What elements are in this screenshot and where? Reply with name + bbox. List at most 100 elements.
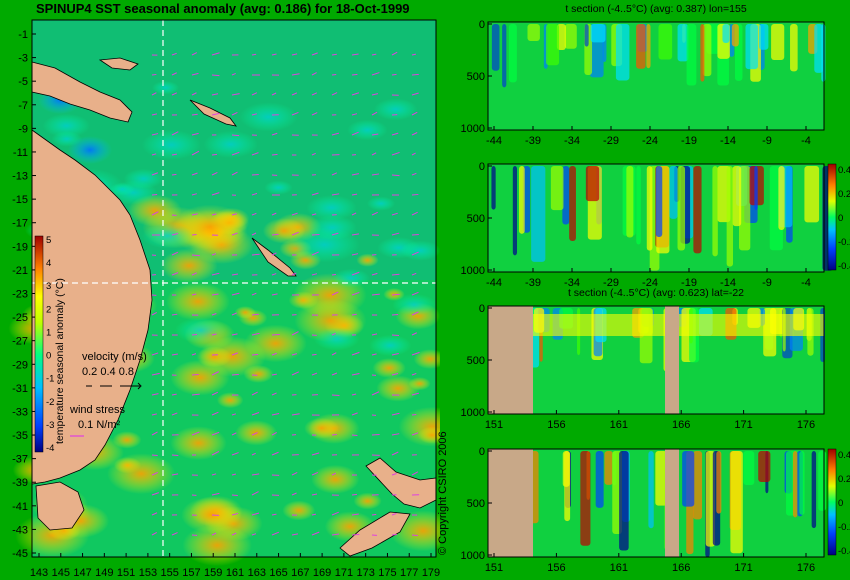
warm-anomaly	[417, 426, 440, 444]
wind-vector	[171, 353, 178, 356]
wind-vector	[391, 472, 397, 476]
solomon-islands	[189, 99, 237, 127]
wind-vector	[191, 113, 198, 116]
cool-anomaly	[264, 180, 293, 195]
wind-vector	[311, 452, 320, 456]
section-xtick-label: 176	[797, 562, 815, 574]
wind-vector	[351, 373, 360, 376]
wind-vector	[311, 493, 318, 496]
cool-anomaly	[68, 136, 112, 164]
section-feature	[585, 166, 600, 202]
wind-vector	[211, 272, 220, 276]
lat-tick-label: -11	[13, 147, 28, 159]
wind-vector	[191, 172, 198, 176]
wind-vector	[311, 112, 318, 116]
wind-vector	[171, 131, 179, 136]
wind-vector	[211, 192, 220, 196]
wind-vector	[311, 513, 317, 516]
wind-vector	[331, 394, 340, 397]
section-feature	[531, 166, 546, 262]
wind-vector	[371, 93, 379, 96]
section-xtick-label: -24	[642, 135, 658, 147]
wind-vector	[251, 512, 260, 516]
wind-vector	[391, 353, 399, 356]
wind-vector	[191, 213, 198, 216]
velocity-legend-title: velocity (m/s)	[82, 351, 147, 363]
section-ytick-label: 1000	[461, 265, 485, 277]
wind-vector	[211, 411, 219, 416]
lat-tick-label: -1	[18, 29, 28, 41]
wind-vector	[171, 72, 177, 76]
wind-vector	[391, 412, 400, 416]
wind-vector	[331, 472, 337, 476]
wind-vector	[331, 172, 338, 176]
lat-tick-label: -15	[12, 194, 28, 206]
wind-vector	[271, 53, 277, 56]
warm-anomaly	[356, 253, 379, 267]
wind-vector	[271, 373, 277, 376]
cool-anomaly	[366, 196, 396, 211]
velocity-colorbar-tick: 0.2	[838, 189, 850, 200]
wind-vector	[251, 533, 257, 536]
sst-colorbar-ticks: 5 4 3 2 1 0 -1 -2 -3 -4	[46, 235, 54, 454]
section-feature	[590, 24, 606, 43]
warm-anomaly	[304, 417, 340, 439]
wind-vector	[411, 193, 419, 196]
section-feature	[702, 24, 712, 77]
warm-anomaly	[170, 359, 230, 396]
wind-vector	[231, 473, 237, 476]
velocity-colorbar	[827, 448, 837, 556]
wind-vector	[251, 332, 260, 336]
lon-tick-label: 179	[422, 567, 440, 579]
section-xtick-label: -34	[564, 277, 580, 289]
wind-vector	[311, 152, 316, 156]
wind-vector	[211, 153, 218, 156]
wind-vector	[351, 173, 359, 176]
wind-vector	[371, 173, 380, 176]
section-xtick-label: -34	[564, 135, 580, 147]
section-xtick-label: 176	[797, 419, 815, 431]
velocity-legend-arrows	[86, 382, 142, 390]
wind-vector	[151, 492, 159, 496]
wind-vector	[171, 92, 178, 96]
section-feature	[646, 166, 653, 251]
wind-vector	[291, 212, 298, 216]
new-guinea-land	[31, 61, 133, 123]
warm-anomaly	[160, 248, 218, 283]
section-feature	[732, 166, 742, 227]
warm-anomaly	[166, 282, 230, 321]
wind-vector	[231, 494, 238, 497]
wind-vector	[351, 212, 357, 216]
wind-vector	[411, 471, 419, 476]
section-feature	[546, 24, 560, 66]
wind-vector	[151, 113, 157, 116]
wind-vector	[151, 413, 157, 416]
section-feature	[739, 166, 751, 251]
wind-vector	[171, 313, 178, 316]
wind-vector	[151, 512, 158, 516]
wind-vector	[271, 132, 278, 136]
section-feature	[646, 24, 651, 69]
cool-anomaly	[332, 268, 370, 288]
wind-vector	[311, 92, 318, 96]
wind-vector	[331, 533, 340, 536]
wind-vector	[151, 172, 159, 176]
wind-vector	[391, 73, 397, 76]
section-ytick-label: 500	[467, 71, 485, 83]
sst-colorbar-tick: -4	[46, 443, 54, 454]
lat-tick-label: -19	[12, 241, 28, 253]
lat-tick-label: -3	[18, 53, 28, 65]
sst-colorbar-tick: 4	[46, 258, 51, 269]
section-feature	[712, 166, 718, 257]
wind-vector	[331, 273, 337, 276]
wind-vector	[251, 452, 256, 456]
wind-vector	[251, 53, 257, 56]
wind-vector	[331, 132, 340, 136]
section-feature	[556, 24, 566, 51]
wind-vector	[351, 412, 358, 416]
section-xtick-label: 151	[485, 419, 503, 431]
warm-anomaly	[216, 392, 244, 409]
section-title: t section (-4..5°C) (avg: 0.387) lon=155	[565, 3, 746, 15]
section-feature	[677, 24, 689, 62]
section-xtick-label: 156	[547, 562, 565, 574]
